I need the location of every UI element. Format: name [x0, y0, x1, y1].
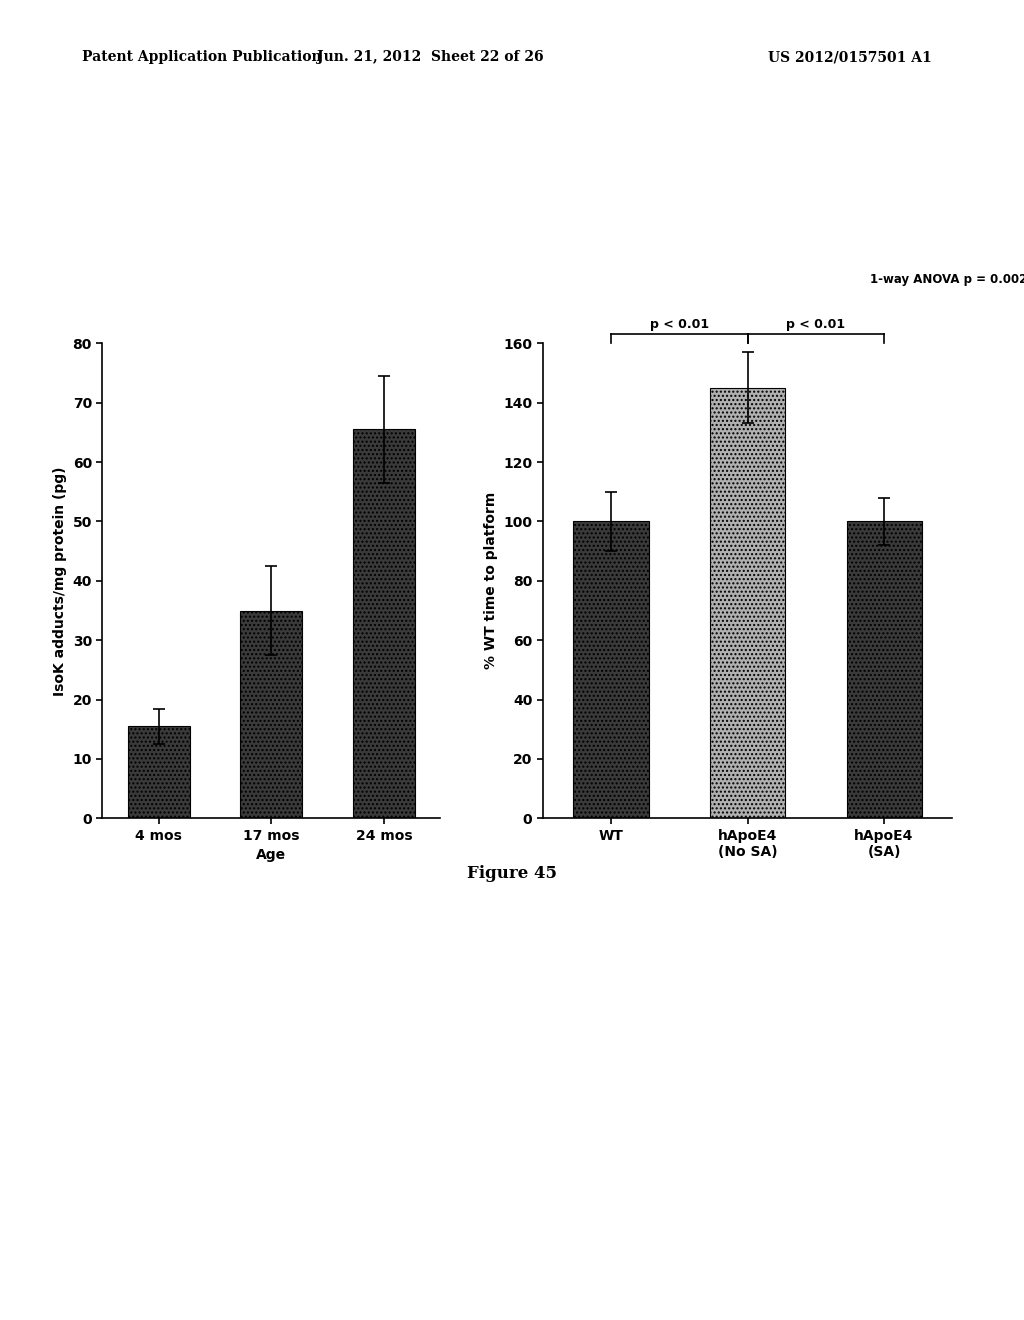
Text: Jun. 21, 2012  Sheet 22 of 26: Jun. 21, 2012 Sheet 22 of 26: [316, 50, 544, 65]
Text: US 2012/0157501 A1: US 2012/0157501 A1: [768, 50, 932, 65]
Y-axis label: % WT time to platform: % WT time to platform: [483, 492, 498, 669]
Bar: [353, 429, 415, 818]
Text: 1-way ANOVA p = 0.0026: 1-way ANOVA p = 0.0026: [869, 273, 1024, 286]
Text: p < 0.01: p < 0.01: [786, 318, 846, 331]
Bar: [573, 521, 648, 818]
Bar: [710, 388, 785, 818]
Text: Figure 45: Figure 45: [467, 865, 557, 882]
Bar: [847, 521, 922, 818]
Text: p < 0.01: p < 0.01: [649, 318, 709, 331]
X-axis label: Age: Age: [256, 849, 287, 862]
Bar: [128, 726, 189, 818]
Bar: [241, 610, 302, 818]
Y-axis label: IsoK adducts/mg protein (pg): IsoK adducts/mg protein (pg): [53, 466, 67, 696]
Text: Patent Application Publication: Patent Application Publication: [82, 50, 322, 65]
